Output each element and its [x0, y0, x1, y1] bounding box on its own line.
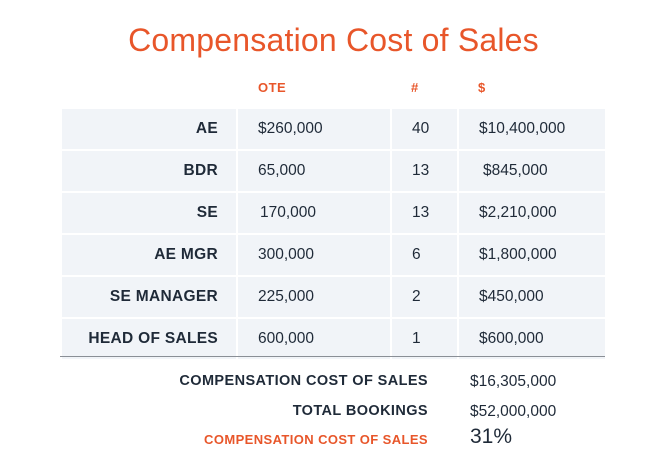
column-header-total: $	[478, 80, 486, 95]
count-cell: 40	[392, 109, 457, 149]
ote-cell: $260,000	[238, 109, 390, 149]
table-row: AE $260,000 40 $10,400,000	[62, 109, 605, 149]
role-cell: SE	[62, 193, 236, 233]
table-row: BDR 65,000 13 $845,000	[62, 151, 605, 191]
table-divider	[60, 356, 605, 357]
ote-cell: 65,000	[238, 151, 390, 191]
table-row: SE MANAGER 225,000 2 $450,000	[62, 277, 605, 317]
column-header-ote: OTE	[258, 80, 287, 95]
comp-cost-value: $16,305,000	[470, 373, 557, 390]
total-cell: $845,000	[459, 151, 605, 191]
table-row: AE MGR 300,000 6 $1,800,000	[62, 235, 605, 275]
total-cell: $600,000	[459, 319, 605, 359]
total-bookings-value: $52,000,000	[470, 403, 557, 420]
total-cell: $2,210,000	[459, 193, 605, 233]
total-bookings-label: TOTAL BOOKINGS	[292, 403, 428, 419]
comp-ratio-value: 31%	[470, 425, 513, 448]
page-title: Compensation Cost of Sales	[128, 22, 539, 58]
role-cell: SE MANAGER	[62, 277, 236, 317]
total-cell: $10,400,000	[459, 109, 605, 149]
table-row: SE 170,000 13 $2,210,000	[62, 193, 605, 233]
role-cell: AE MGR	[62, 235, 236, 275]
total-cell: $1,800,000	[459, 235, 605, 275]
count-cell: 13	[392, 193, 457, 233]
count-cell: 2	[392, 277, 457, 317]
role-cell: BDR	[62, 151, 236, 191]
role-cell: HEAD OF SALES	[62, 319, 236, 359]
comp-cost-label: COMPENSATION COST OF SALES	[179, 373, 428, 389]
table-row: HEAD OF SALES 600,000 1 $600,000	[62, 319, 605, 359]
count-cell: 13	[392, 151, 457, 191]
role-cell: AE	[62, 109, 236, 149]
ote-cell: 300,000	[238, 235, 390, 275]
total-cell: $450,000	[459, 277, 605, 317]
compensation-table: AE $260,000 40 $10,400,000 BDR 65,000 13…	[62, 109, 605, 361]
ote-cell: 170,000	[238, 193, 390, 233]
ote-cell: 600,000	[238, 319, 390, 359]
ote-cell: 225,000	[238, 277, 390, 317]
comp-ratio-label: COMPENSATION COST OF SALES	[204, 432, 428, 447]
count-cell: 1	[392, 319, 457, 359]
column-header-count: #	[411, 80, 419, 95]
count-cell: 6	[392, 235, 457, 275]
